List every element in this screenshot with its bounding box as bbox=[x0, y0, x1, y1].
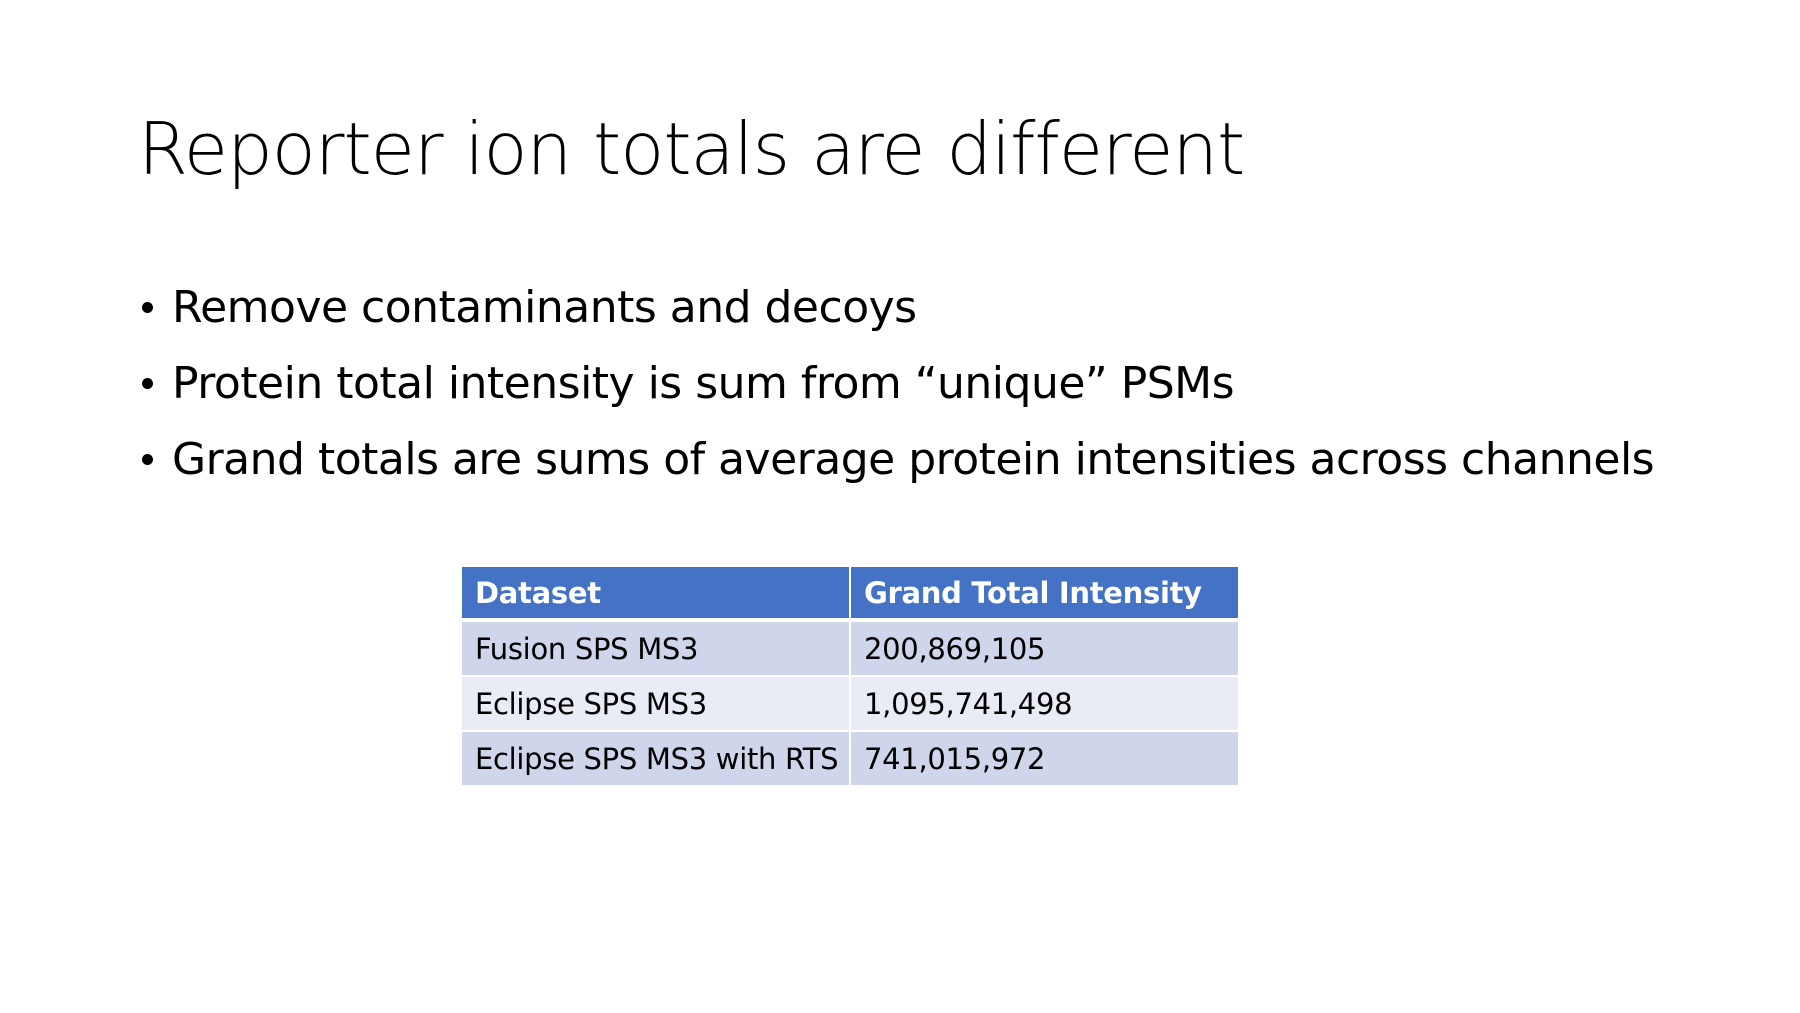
slide-title: Reporter ion totals are different bbox=[138, 107, 1245, 191]
table-cell-dataset: Eclipse SPS MS3 bbox=[460, 675, 851, 732]
bullet-dot-icon bbox=[142, 302, 153, 313]
table-cell-dataset: Eclipse SPS MS3 with RTS bbox=[460, 730, 851, 787]
column-header-grand-total: Grand Total Intensity bbox=[849, 565, 1240, 622]
table-row: Fusion SPS MS3 200,869,105 bbox=[460, 619, 1240, 677]
table-cell-intensity: 741,015,972 bbox=[849, 730, 1240, 787]
bullet-item: Remove contaminants and decoys bbox=[138, 270, 1654, 346]
table-cell-intensity: 1,095,741,498 bbox=[849, 675, 1240, 732]
table-row: Eclipse SPS MS3 with RTS 741,015,972 bbox=[460, 730, 1240, 787]
bullet-item: Grand totals are sums of average protein… bbox=[138, 422, 1655, 498]
bullet-item: Protein total intensity is sum from “uni… bbox=[138, 346, 1654, 422]
intensity-table: Dataset Grand Total Intensity Fusion SPS… bbox=[460, 565, 1240, 787]
bullet-dot-icon bbox=[142, 454, 153, 465]
bullet-text: Grand totals are sums of average protein… bbox=[172, 434, 1655, 485]
table-row: Eclipse SPS MS3 1,095,741,498 bbox=[460, 675, 1240, 732]
column-header-dataset: Dataset bbox=[460, 565, 851, 622]
table-cell-intensity: 200,869,105 bbox=[849, 619, 1240, 677]
table-cell-dataset: Fusion SPS MS3 bbox=[460, 619, 851, 677]
bullet-dot-icon bbox=[142, 378, 153, 389]
bullet-text: Remove contaminants and decoys bbox=[172, 282, 917, 333]
bullet-list: Remove contaminants and decoys Protein t… bbox=[138, 270, 1655, 498]
bullet-text: Protein total intensity is sum from “uni… bbox=[172, 358, 1235, 409]
table-header-row: Dataset Grand Total Intensity bbox=[460, 565, 1240, 622]
